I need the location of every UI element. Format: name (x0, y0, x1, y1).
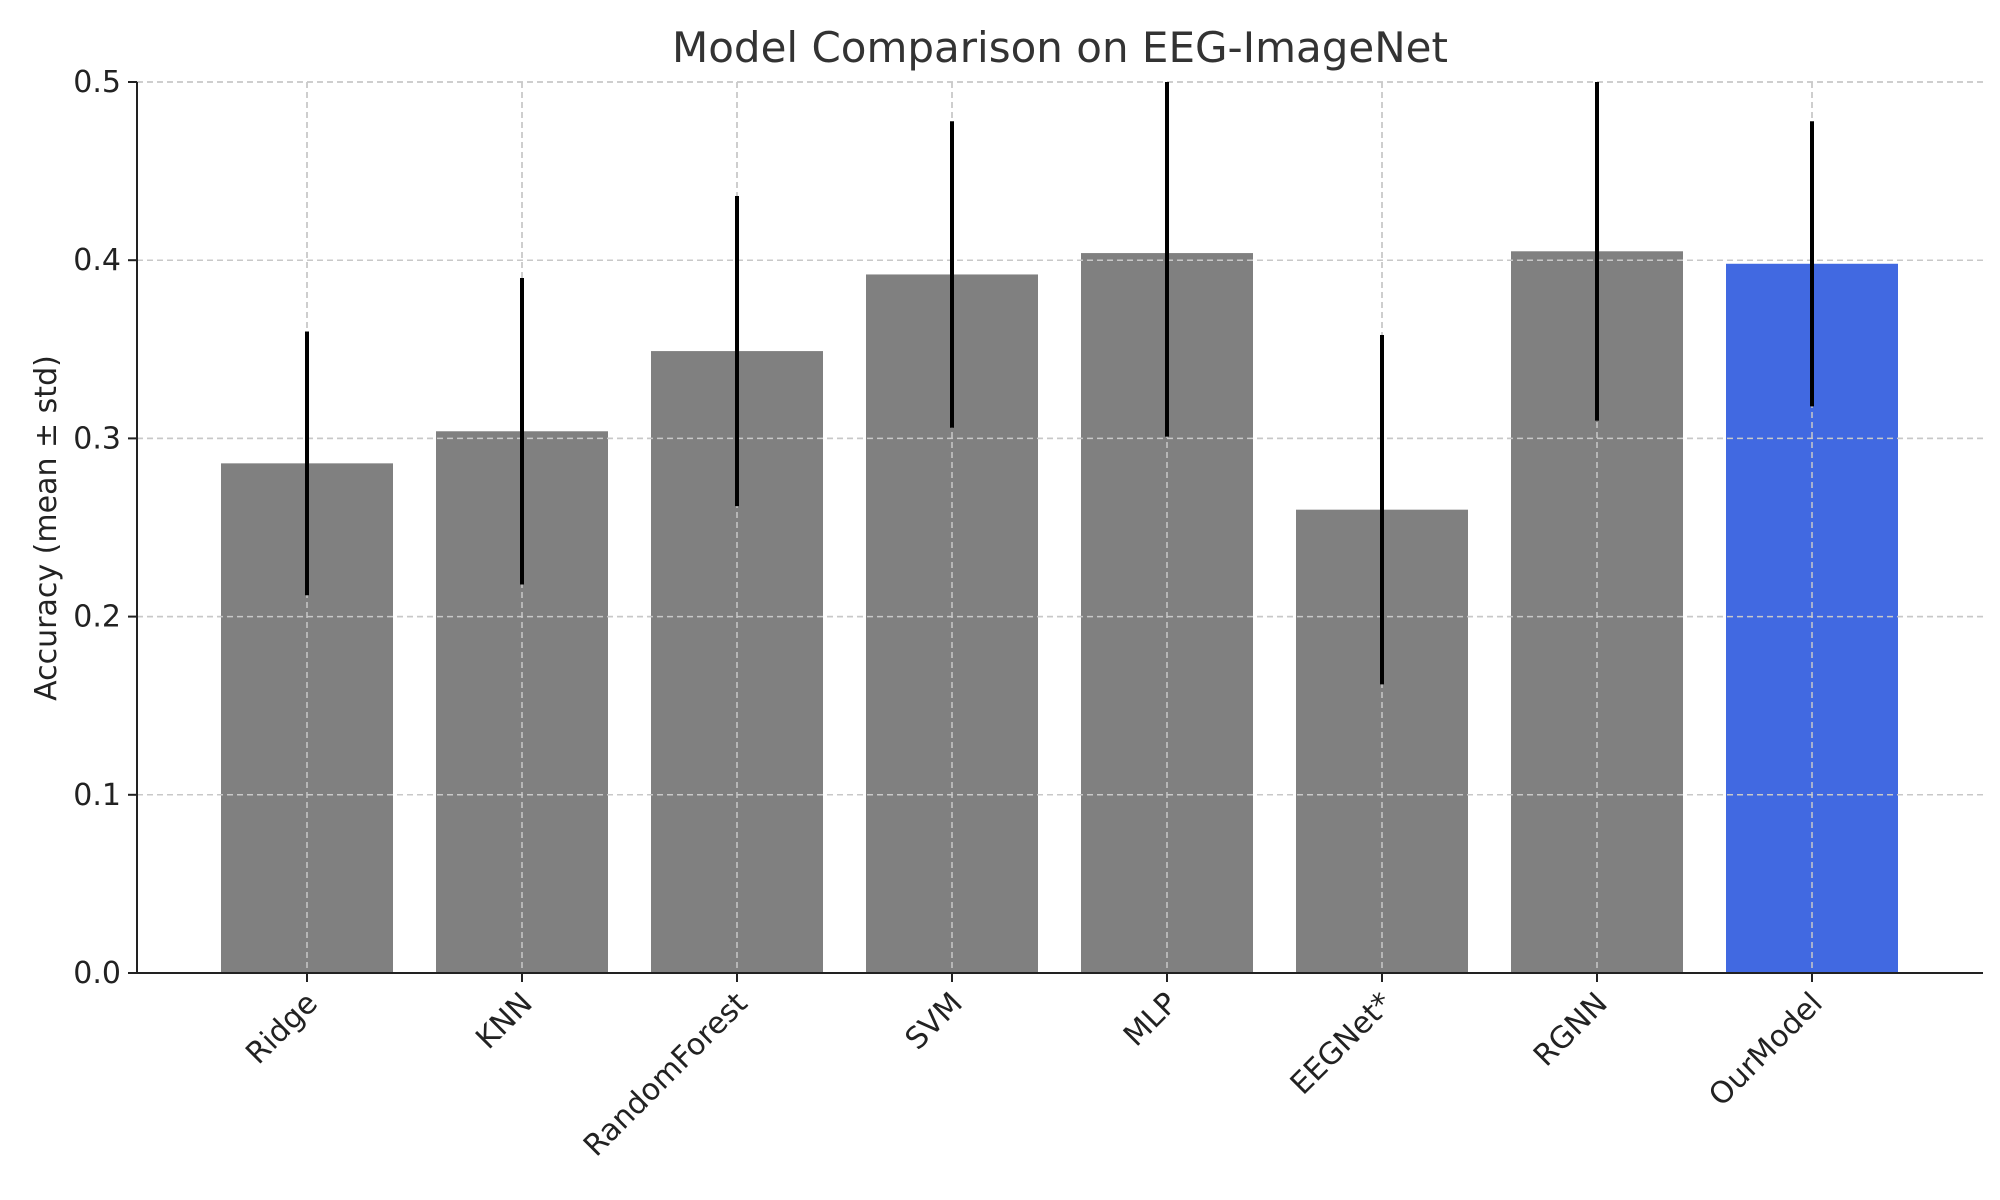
x-tick-label: RandomForest (577, 986, 755, 1164)
y-tick-label: 0.0 (73, 956, 121, 991)
y-tick-label: 0.3 (73, 421, 121, 456)
x-tick-label: KNN (469, 986, 539, 1056)
error-bar-layer (305, 82, 1814, 685)
x-tick-label: SVM (899, 986, 970, 1057)
bar-layer (221, 251, 1898, 974)
x-tick-labels: Ridge KNN RandomForest SVM MLP EEGNet* RGNN Our… (239, 986, 1829, 1164)
x-tick-label: Ridge (239, 986, 324, 1071)
axis-layer (128, 81, 1983, 982)
x-tick-label: EEGNet* (1284, 986, 1400, 1102)
x-tick-label: OurModel (1702, 986, 1829, 1113)
x-tick-label: MLP (1117, 986, 1185, 1054)
y-axis-label: Accuracy (mean ± std) (29, 355, 64, 701)
grid-overlay (137, 81, 1983, 974)
y-tick-label: 0.4 (73, 243, 121, 278)
y-tick-labels: 0.0 0.1 0.2 0.3 0.4 0.5 (73, 65, 121, 991)
x-tick-label: RGNN (1527, 986, 1615, 1074)
y-tick-label: 0.2 (73, 600, 121, 635)
chart-title: Model Comparison on EEG-ImageNet (672, 23, 1448, 72)
y-tick-label: 0.5 (73, 65, 121, 100)
y-tick-label: 0.1 (73, 778, 121, 813)
grid-layer (137, 81, 1983, 974)
